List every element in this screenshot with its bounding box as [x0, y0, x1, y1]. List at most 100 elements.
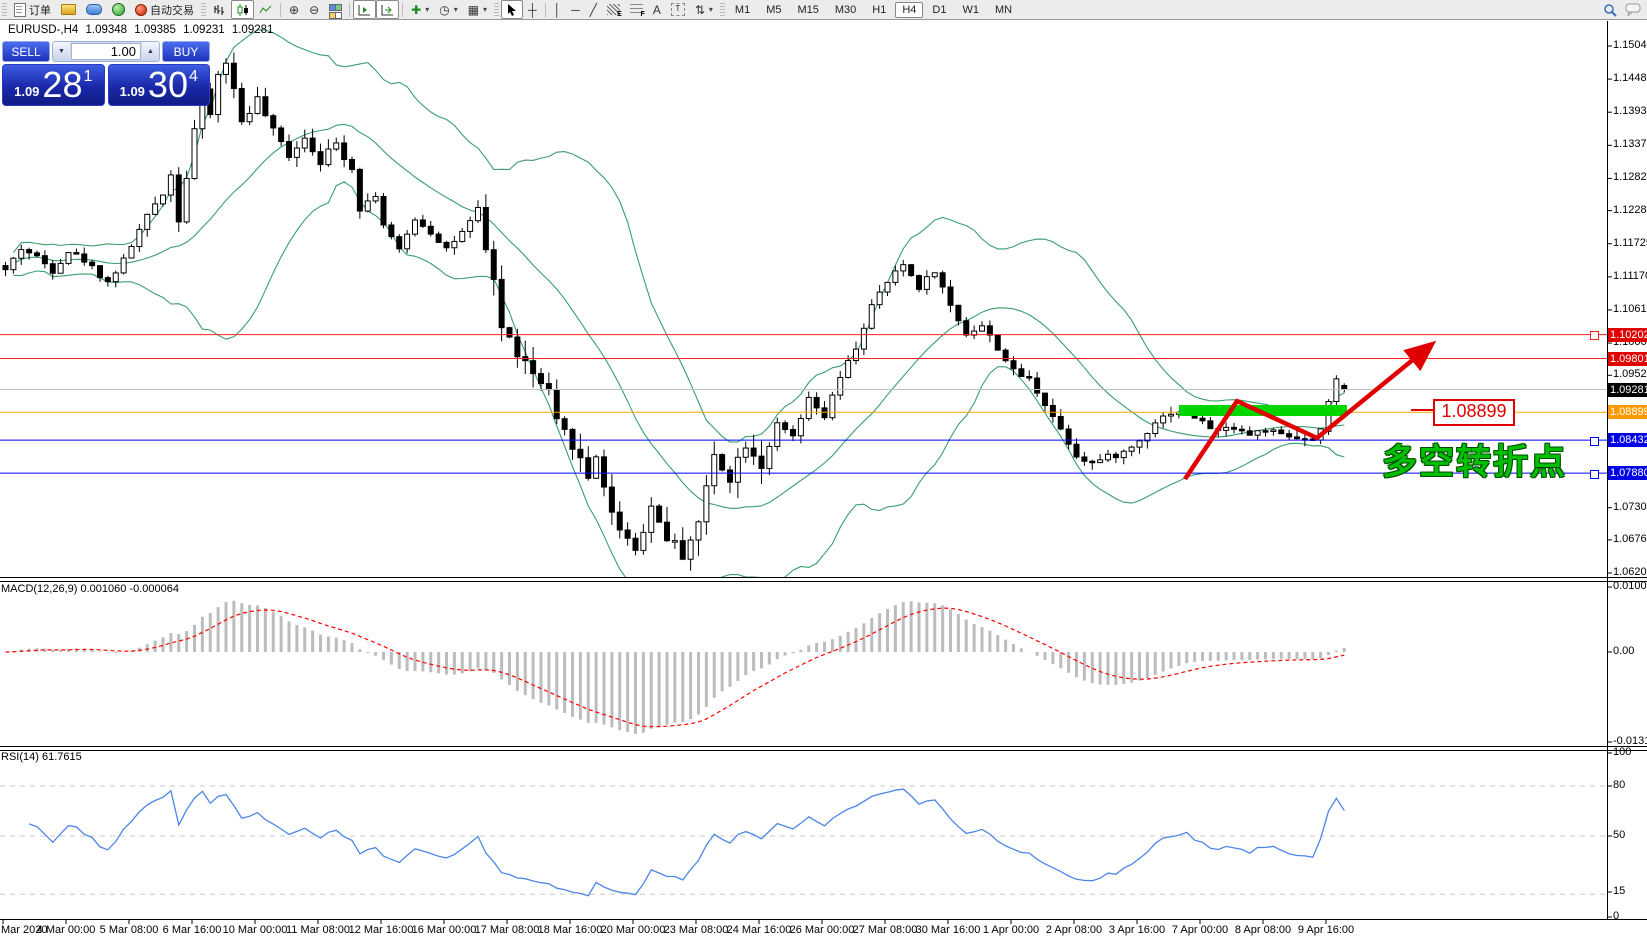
order-icon	[14, 2, 26, 17]
timeframe-h4[interactable]: H4	[895, 1, 924, 18]
auto-trading-button[interactable]: 自动交易	[130, 0, 199, 19]
toolbar-drag-handle[interactable]	[494, 3, 500, 16]
timeframe-m30[interactable]: M30	[834, 3, 857, 16]
symbol-name: EURUSD-,H4	[8, 24, 79, 36]
timeframe-m15[interactable]: M15	[797, 3, 819, 16]
templates-button[interactable]: ▦ ▾	[463, 0, 492, 19]
timeframe-w1[interactable]: W1	[962, 3, 979, 16]
crosshair-button[interactable]: ┼	[523, 0, 542, 19]
trend-arrow[interactable]	[1183, 340, 1437, 481]
rsi-label: RSI(14) 61.7615	[1, 751, 82, 763]
signals-button[interactable]	[107, 0, 130, 19]
new-order-button[interactable]: 订单	[9, 0, 56, 19]
line-chart-button[interactable]	[254, 0, 277, 19]
sell-price-big: 28	[42, 64, 83, 105]
buy-price-display[interactable]: 1.09 30 4	[107, 64, 210, 106]
sell-price-small: 1.09	[14, 83, 40, 99]
toolbar-drag-handle[interactable]	[2, 3, 7, 16]
timeframe-m5[interactable]: M5	[766, 3, 782, 16]
support-zone-rect[interactable]	[1179, 405, 1347, 416]
buy-price-small: 1.09	[119, 83, 145, 99]
auto-trading-icon	[135, 3, 147, 16]
text-label-button[interactable]: T	[666, 0, 690, 19]
indicators-icon: ✚	[411, 2, 422, 17]
gold-icon	[61, 4, 76, 15]
text-icon: A	[652, 2, 661, 17]
tile-windows-icon	[329, 3, 343, 19]
cursor-icon	[508, 4, 517, 16]
toolbar: 订单 自动交易 ⊕ ⊖ ✚ ▾ ◷ ▾ ▦ ▾ ┼	[0, 0, 1647, 20]
timeframe-h1[interactable]: H1	[872, 3, 887, 16]
ohlc-open: 1.09348	[85, 24, 128, 36]
chevron-down-icon: ▾	[708, 5, 713, 14]
candlestick-button[interactable]	[231, 0, 254, 19]
fibonacci-button[interactable]: F	[625, 0, 648, 19]
buy-price-big: 30	[147, 64, 188, 105]
indicators-button[interactable]: ✚ ▾	[406, 0, 434, 19]
channel-icon: E	[606, 4, 622, 18]
trendline-icon: ╱	[589, 2, 597, 17]
line-chart-icon	[259, 5, 272, 13]
auto-scroll-button[interactable]	[376, 0, 400, 19]
chart-title: EURUSD-,H4 1.09348 1.09385 1.09231 1.092…	[8, 24, 277, 36]
templates-icon: ▦	[467, 2, 480, 17]
market-button[interactable]	[81, 0, 107, 19]
volume-up-button[interactable]: ▲	[142, 42, 159, 61]
volume-down-button[interactable]: ▼	[53, 42, 70, 61]
ohlc-high: 1.09385	[134, 24, 176, 36]
text-button[interactable]: A	[648, 0, 666, 19]
cursor-button[interactable]	[501, 0, 524, 19]
vertical-line-button[interactable]: │	[549, 0, 567, 19]
buy-button[interactable]: BUY	[162, 41, 210, 62]
label-icon: T	[670, 3, 685, 16]
sell-button[interactable]: SELL	[2, 41, 50, 62]
candlestick-icon	[237, 3, 248, 16]
chevron-down-icon: ▾	[483, 5, 488, 14]
volume-input[interactable]	[71, 43, 141, 60]
signal-icon	[112, 3, 125, 16]
chart-shift-icon	[358, 4, 371, 15]
timeframe-d1[interactable]: D1	[932, 3, 947, 16]
rsi-line	[28, 788, 1345, 897]
timeframe-mn[interactable]: MN	[994, 3, 1013, 16]
chat-icon[interactable]	[1625, 3, 1641, 16]
channel-button[interactable]: E	[602, 0, 625, 19]
trendline-button[interactable]: ╱	[585, 0, 602, 19]
periods-button[interactable]: ◷ ▾	[434, 0, 463, 19]
macd-signal-line	[5, 607, 1345, 728]
fibonacci-icon: F	[629, 4, 645, 18]
bb-lower	[13, 181, 1345, 577]
zoom-in-button[interactable]: ⊕	[284, 0, 304, 19]
arrows-button[interactable]: ⇅ ▾	[690, 0, 718, 19]
toolbar-drag-handle[interactable]	[201, 3, 206, 16]
bb-middle	[13, 123, 1345, 509]
search-icon[interactable]	[1603, 3, 1617, 17]
chevron-down-icon: ▾	[425, 5, 430, 14]
one-click-trading-panel: SELL ▼ ▲ BUY 1.09 28 1 1.09 30 4	[2, 41, 210, 106]
macd-histogram	[11, 600, 1346, 734]
deposit-button[interactable]	[56, 0, 81, 19]
chevron-down-icon: ▾	[453, 5, 458, 14]
sell-price-display[interactable]: 1.09 28 1	[2, 64, 105, 106]
zoom-out-button[interactable]: ⊖	[304, 0, 324, 19]
tile-windows-button[interactable]	[324, 0, 346, 19]
horizontal-line-button[interactable]: ─	[566, 0, 585, 19]
price-callout-label[interactable]: 1.08899	[1433, 399, 1515, 426]
chart-shift-button[interactable]	[353, 0, 377, 19]
auto-scroll-icon	[381, 4, 394, 15]
auto-trading-label: 自动交易	[150, 4, 194, 17]
crosshair-icon: ┼	[528, 2, 537, 17]
timeframe-m1[interactable]: M1	[734, 3, 751, 16]
toolbar-drag-handle[interactable]	[719, 3, 725, 16]
bar-chart-button[interactable]	[208, 0, 231, 19]
vertical-line-icon: │	[553, 2, 562, 17]
buy-price-sup: 4	[188, 68, 198, 85]
candlestick-series	[2, 52, 1348, 571]
new-order-label: 订单	[29, 4, 51, 17]
periods-icon: ◷	[439, 2, 450, 17]
sell-price-sup: 1	[83, 68, 93, 85]
cloud-icon	[86, 4, 102, 15]
bar-chart-icon	[214, 4, 224, 15]
